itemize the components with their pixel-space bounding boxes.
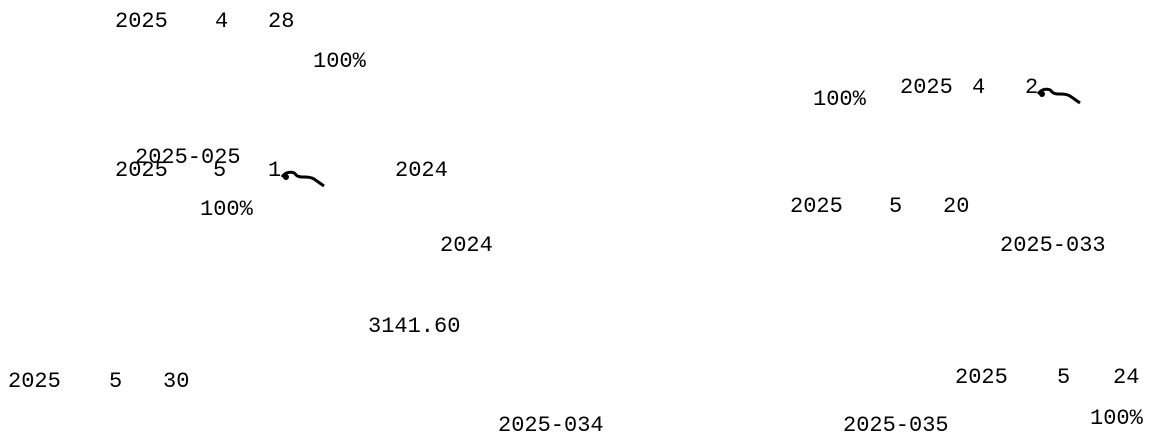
text-fragment: 4 xyxy=(215,9,228,35)
text-fragment: 5 xyxy=(889,194,902,220)
scribble xyxy=(280,169,328,189)
text-fragment: 30 xyxy=(163,369,189,395)
text-fragment: 100% xyxy=(813,87,866,113)
text-fragment: 100% xyxy=(200,197,253,223)
text-fragment: 5 xyxy=(213,158,226,184)
text-fragment: 2 xyxy=(1025,75,1038,101)
text-fragment: 5 xyxy=(1057,365,1070,391)
text-fragment: 2025 xyxy=(900,75,953,101)
text-fragment: 2025 xyxy=(115,158,168,184)
text-fragment: 100% xyxy=(1090,406,1143,432)
text-fragment: 100% xyxy=(313,49,366,75)
text-fragment: 2025 xyxy=(955,365,1008,391)
text-fragment: 24 xyxy=(1113,365,1139,391)
text-fragment: 28 xyxy=(268,9,294,35)
text-fragment: 5 xyxy=(109,369,122,395)
scribble xyxy=(1036,86,1084,106)
text-fragment: 2025 xyxy=(790,194,843,220)
text-fragment: 2024 xyxy=(395,158,448,184)
text-fragment: 3141.60 xyxy=(368,314,460,340)
text-fragment: 2025 xyxy=(8,369,61,395)
document-page: 2025428100%202542100%2025-02520255120241… xyxy=(0,0,1153,438)
text-fragment: 2024 xyxy=(440,233,493,259)
text-fragment: 2025-034 xyxy=(498,413,604,438)
text-fragment: 20 xyxy=(943,194,969,220)
text-fragment: 2025-033 xyxy=(1000,233,1106,259)
text-fragment: 2025-035 xyxy=(843,413,949,438)
text-fragment: 2025 xyxy=(115,9,168,35)
text-fragment: 4 xyxy=(972,75,985,101)
text-fragment: 1 xyxy=(268,158,281,184)
